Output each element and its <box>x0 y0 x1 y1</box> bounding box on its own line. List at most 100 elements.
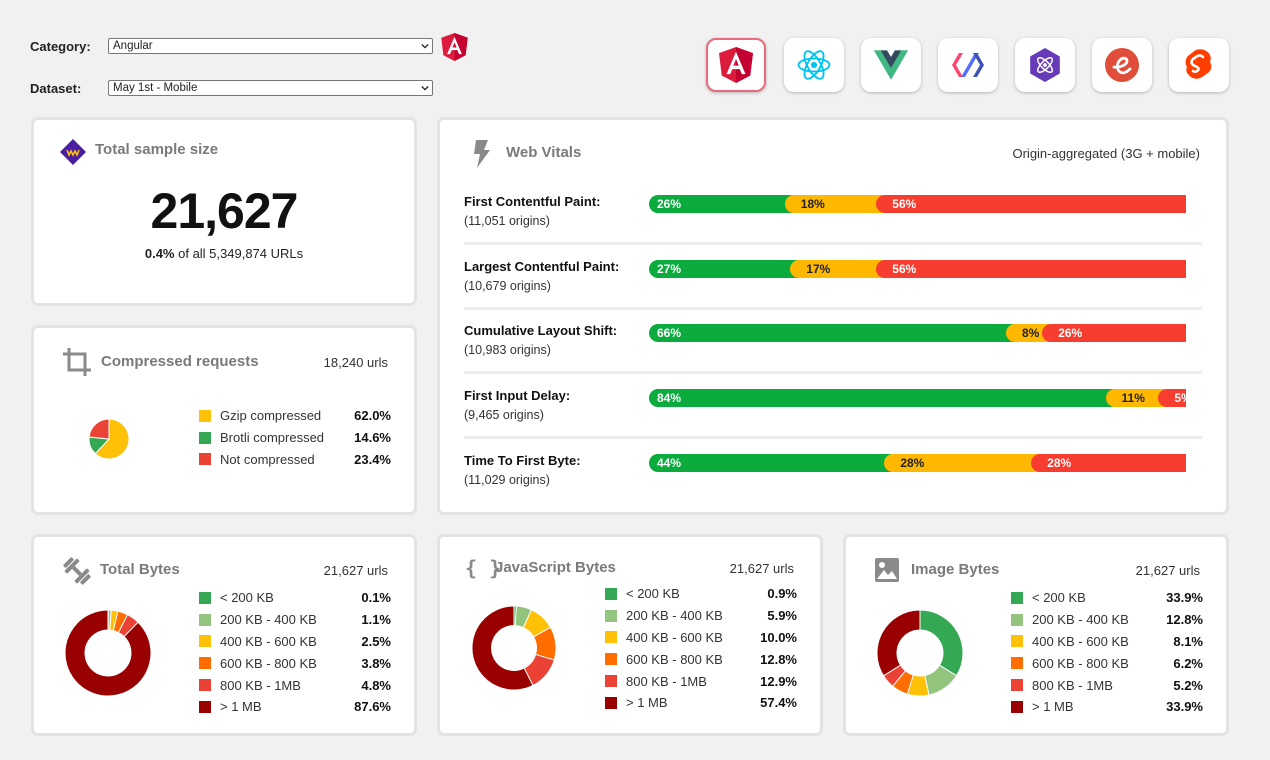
javascript-bytes-legend: < 200 KB 0.9% 200 KB - 400 KB 5.9% 400 KB - … <box>605 583 797 714</box>
legend-label: Gzip compressed <box>220 408 322 424</box>
legend-value: 0.9% <box>767 586 797 602</box>
legend-swatch <box>605 696 617 709</box>
legend-swatch <box>1011 613 1023 626</box>
vital-distribution-bar: 66% 8% 26% <box>649 324 1202 342</box>
legend-label: < 200 KB <box>626 586 680 602</box>
sample-size-title: Total sample size <box>95 141 219 158</box>
compressed-pie-slice <box>94 418 130 460</box>
sample-size-subtitle: 0.4% of all 5,349,874 URLs <box>34 246 414 261</box>
legend-row: < 200 KB 33.9% <box>1011 587 1203 609</box>
compressed-requests-card: Compressed requests 18,240 urls Gzip com… <box>31 325 417 515</box>
framework-button-preact[interactable] <box>1015 38 1075 92</box>
total-bytes-card: Total Bytes 21,627 urls < 200 KB 0.1% 200 … <box>31 534 417 736</box>
legend-swatch <box>605 609 617 622</box>
legend-value: 2.5% <box>361 633 391 649</box>
legend-row: 600 KB - 800 KB 3.8% <box>199 652 391 674</box>
divider <box>464 436 1202 439</box>
compressed-pie-chart <box>88 418 130 460</box>
needs-improvement-segment: 28% <box>884 454 1040 472</box>
framework-button-angular[interactable] <box>706 38 766 92</box>
vital-origins: (10,983 origins) <box>464 343 551 357</box>
angular-icon <box>719 47 753 83</box>
legend-swatch <box>605 675 617 688</box>
category-filter: Category: Angular <box>30 38 433 54</box>
poor-segment: 56% <box>876 260 1186 278</box>
web-vitals-title: Web Vitals <box>506 144 582 161</box>
framework-button-react[interactable] <box>784 38 844 92</box>
legend-value: 5.9% <box>767 608 797 624</box>
needs-improvement-segment: 11% <box>1105 389 1167 407</box>
chevron-down-icon <box>421 85 429 91</box>
legend-value: 33.9% <box>1166 590 1203 606</box>
poor-segment: 5% <box>1158 389 1192 407</box>
framework-button-vue[interactable] <box>861 38 921 92</box>
legend-label: 800 KB - 1MB <box>220 677 301 693</box>
legend-row: 600 KB - 800 KB 6.2% <box>1011 652 1203 674</box>
needs-improvement-segment: 8% <box>1005 324 1051 342</box>
legend-value: 87.6% <box>354 699 391 715</box>
legend-label: < 200 KB <box>1032 590 1086 606</box>
vital-name: Largest Contentful Paint: <box>464 259 620 274</box>
good-segment: 44% <box>649 454 893 472</box>
dataset-select-value: May 1st - Mobile <box>113 82 198 94</box>
framework-button-polymer[interactable] <box>938 38 998 92</box>
react-icon <box>797 50 831 80</box>
legend-value: 1.1% <box>361 612 391 628</box>
chevron-down-icon <box>421 43 429 49</box>
framework-button-ember[interactable] <box>1092 38 1152 92</box>
legend-value: 12.9% <box>760 673 797 689</box>
good-segment: 26% <box>649 195 793 213</box>
legend-row: 800 KB - 1MB 4.8% <box>199 674 391 696</box>
svelte-icon <box>1185 49 1212 79</box>
legend-label: 400 KB - 600 KB <box>220 633 317 649</box>
vital-name: First Input Delay: <box>464 388 571 403</box>
poor-segment: 28% <box>1031 454 1186 472</box>
sample-size-percent: 0.4% <box>144 246 175 261</box>
legend-label: 800 KB - 1MB <box>1032 677 1113 693</box>
polymer-icon <box>952 53 984 77</box>
legend-swatch <box>1011 679 1023 692</box>
poor-segment: 26% <box>1042 324 1186 342</box>
legend-swatch <box>1011 657 1023 670</box>
legend-label: 800 KB - 1MB <box>626 673 707 689</box>
vital-row: Largest Contentful Paint: (10,679 origins… <box>464 255 1202 315</box>
legend-row: 200 KB - 400 KB 1.1% <box>199 609 391 631</box>
dataset-select[interactable]: May 1st - Mobile <box>108 80 433 96</box>
angular-badge-icon <box>441 33 468 61</box>
image-bytes-donut-chart <box>876 609 964 697</box>
image-bytes-donut-slice <box>876 609 921 677</box>
image-bytes-title: Image Bytes <box>911 561 1000 578</box>
ember-icon <box>1105 48 1139 82</box>
httparchive-icon <box>60 139 86 165</box>
js-bytes-donut-slice <box>471 605 534 691</box>
legend-row: 400 KB - 600 KB 8.1% <box>1011 631 1203 653</box>
vital-name: Cumulative Layout Shift: <box>464 323 618 338</box>
vital-origins: (9,465 origins) <box>464 408 544 422</box>
category-label: Category: <box>30 38 91 54</box>
vital-origins: (11,029 origins) <box>464 473 550 487</box>
compressed-requests-urls: 18,240 urls <box>323 355 388 370</box>
legend-row: 800 KB - 1MB 5.2% <box>1011 674 1203 696</box>
legend-swatch <box>605 653 617 666</box>
dataset-label: Dataset: <box>30 80 82 96</box>
dumbbell-icon <box>63 557 91 585</box>
vital-name: Time To First Byte: <box>464 453 581 468</box>
legend-swatch <box>1011 591 1023 604</box>
legend-row: 400 KB - 600 KB 10.0% <box>605 627 797 649</box>
legend-label: Brotli compressed <box>220 430 325 446</box>
legend-row: > 1 MB 87.6% <box>199 696 391 718</box>
divider <box>464 307 1202 310</box>
framework-button-svelte[interactable] <box>1169 38 1229 92</box>
vital-row: First Input Delay: (9,465 origins) 84% 11% 5… <box>464 384 1202 444</box>
legend-value: 14.6% <box>354 430 391 446</box>
web-vitals-subtitle: Origin-aggregated (3G + mobile) <box>1012 146 1200 161</box>
good-segment: 84% <box>649 389 1114 407</box>
total-bytes-legend: < 200 KB 0.1% 200 KB - 400 KB 1.1% 400 KB - … <box>199 587 391 718</box>
legend-swatch <box>605 631 617 644</box>
javascript-bytes-urls: 21,627 urls <box>729 561 794 576</box>
legend-row: < 200 KB 0.9% <box>605 583 797 605</box>
braces-icon: { } <box>465 556 502 580</box>
legend-label: 200 KB - 400 KB <box>1032 612 1129 628</box>
category-select[interactable]: Angular <box>108 38 433 54</box>
dataset-filter: Dataset: May 1st - Mobile <box>30 80 433 96</box>
